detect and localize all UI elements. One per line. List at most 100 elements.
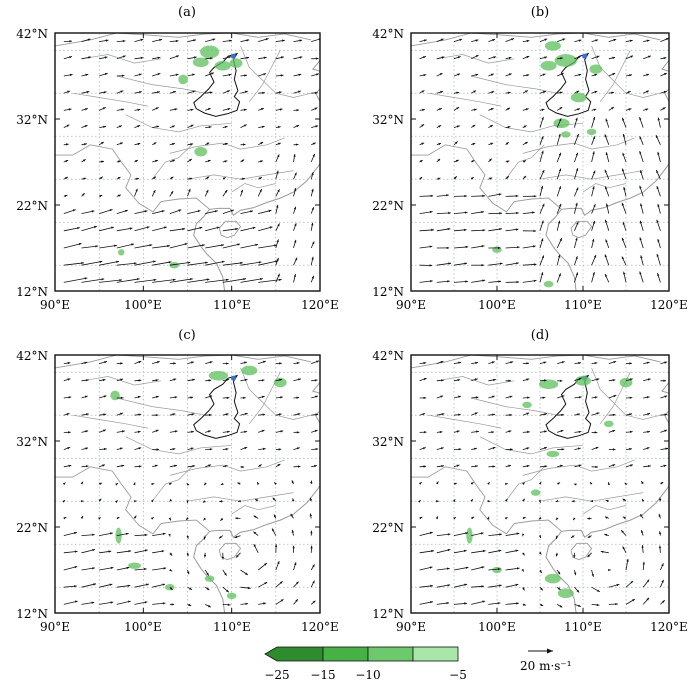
wind-arrowhead — [605, 254, 607, 257]
wind-arrowhead — [457, 125, 460, 127]
wind-arrowhead — [453, 517, 456, 519]
precip-area — [522, 402, 532, 408]
wind-arrowhead — [663, 380, 666, 382]
wind-arrowhead — [315, 430, 318, 432]
y-tick-label: 42°N — [16, 349, 48, 363]
wind-arrowhead — [69, 40, 72, 42]
precip-area — [545, 41, 561, 51]
wind-arrowhead — [457, 465, 460, 467]
wind-arrowhead — [509, 73, 512, 75]
wind-arrowhead — [630, 464, 633, 466]
x-tick-label: 120°E — [650, 620, 688, 634]
wind-arrowhead — [178, 209, 181, 211]
wind-arrowhead — [659, 514, 661, 517]
panel-b: (b) 42°N 32°N 22°N 12°N 90°E 100°E 110°E… — [372, 5, 688, 312]
wind-arrowhead — [172, 603, 175, 605]
wind-arrowhead — [176, 55, 179, 57]
wind-arrowhead — [208, 108, 211, 110]
wind-arrowhead — [544, 447, 547, 449]
wind-arrowhead — [447, 247, 450, 249]
wind-arrowhead — [597, 412, 600, 414]
wind-vector — [205, 245, 224, 248]
wind-vector — [82, 261, 103, 265]
wind-arrowhead — [556, 517, 559, 520]
wind-arrowhead — [526, 108, 529, 110]
wind-arrowhead — [274, 482, 277, 485]
wind-arrowhead — [208, 160, 211, 162]
wind-vector — [258, 261, 278, 265]
wind-arrowhead — [646, 74, 649, 76]
wind-arrowhead — [123, 56, 126, 58]
wind-arrowhead — [459, 39, 462, 41]
wind-arrowhead — [261, 108, 264, 110]
x-tick-label: 120°E — [301, 298, 339, 312]
province-line — [583, 506, 626, 515]
wind-arrowhead — [492, 39, 495, 41]
wind-arrowhead — [120, 362, 123, 364]
wind-arrowhead — [613, 414, 616, 416]
wind-arrowhead — [541, 136, 543, 139]
wind-arrowhead — [98, 518, 101, 520]
panel-a: (a) 42°N 32°N 22°N 12°N 90°E 100°E 110°E… — [16, 5, 339, 312]
province-line — [523, 460, 635, 476]
wind-arrowhead — [577, 108, 580, 110]
wind-vector — [170, 244, 188, 249]
panel-d: (d) 42°N 32°N 22°N 12°N 90°E 100°E 110°E… — [372, 328, 688, 634]
wind-arrowhead — [516, 195, 519, 197]
coastline — [670, 500, 685, 527]
wind-arrowhead — [482, 264, 485, 266]
wind-arrowhead — [298, 91, 301, 93]
wind-arrowhead — [187, 483, 190, 486]
wind-arrowhead — [115, 483, 118, 485]
border-line — [411, 467, 562, 534]
precip-area — [531, 489, 541, 495]
precip-shading — [466, 376, 632, 598]
precip-area — [215, 61, 231, 71]
wind-arrowhead — [173, 91, 176, 93]
wind-arrowhead — [606, 500, 609, 502]
wind-arrowhead — [640, 221, 642, 224]
border-line — [55, 33, 311, 46]
wind-arrowhead — [516, 212, 519, 214]
panel-c: (c) 42°N 32°N 22°N 12°N 90°E 100°E 110°E… — [16, 328, 339, 634]
wind-arrowhead — [576, 272, 578, 275]
province-line — [480, 437, 583, 454]
wind-arrowhead — [641, 530, 643, 533]
province-line — [583, 184, 626, 193]
province-line — [523, 138, 635, 154]
wind-arrowhead — [657, 254, 659, 257]
wind-arrowhead — [559, 186, 561, 189]
wind-vector — [64, 244, 82, 249]
province-line — [232, 184, 276, 193]
wind-arrowhead — [597, 56, 600, 58]
wind-arrowhead — [297, 431, 300, 433]
coastline — [571, 221, 592, 237]
y-tick-label: 42°N — [16, 27, 48, 41]
wind-arrowhead — [664, 430, 667, 432]
wind-arrowhead — [622, 169, 624, 172]
wind-arrowhead — [559, 169, 561, 172]
wind-vectors — [418, 361, 668, 607]
precip-area — [590, 64, 603, 74]
precip-area — [110, 391, 120, 401]
province-line — [73, 415, 148, 428]
x-tick-label: 90°E — [396, 298, 426, 312]
wind-arrowhead — [63, 483, 66, 486]
province-line — [82, 55, 162, 64]
wind-arrowhead — [527, 397, 530, 399]
wind-arrowhead — [605, 220, 607, 223]
y-tick-label: 22°N — [372, 521, 404, 535]
wind-arrowhead — [151, 500, 154, 503]
wind-vector — [99, 261, 119, 265]
province-line — [540, 493, 643, 502]
precip-area — [128, 563, 141, 569]
province-line — [126, 115, 232, 132]
y-tick-label: 32°N — [16, 113, 48, 127]
wind-arrowhead — [275, 544, 277, 547]
wind-arrowhead — [68, 431, 71, 433]
reference-vector: 20 m·s⁻¹ — [520, 649, 572, 674]
wind-arrowhead — [67, 447, 70, 449]
wind-arrowhead — [424, 431, 427, 433]
wind-arrowhead — [576, 168, 578, 171]
wind-arrowhead — [499, 212, 502, 214]
